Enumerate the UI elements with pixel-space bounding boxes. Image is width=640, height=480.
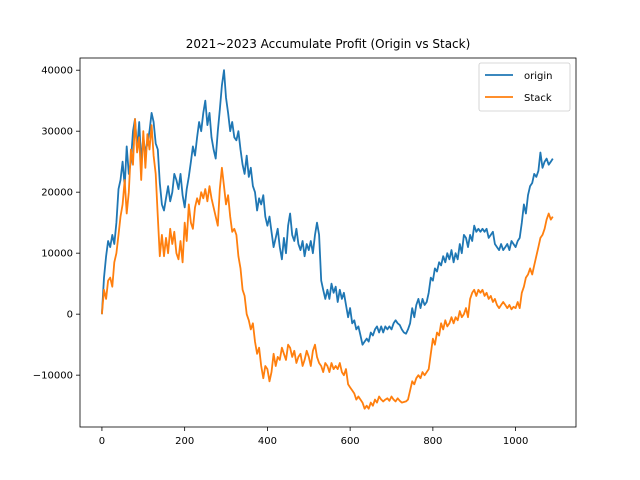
legend-label-origin: origin	[524, 71, 552, 82]
x-tick-label: 600	[341, 436, 360, 447]
y-tick-label: 30000	[41, 127, 73, 138]
y-axis: −10000 0 10000 20000 30000 40000	[33, 66, 80, 382]
x-tick-label: 200	[175, 436, 194, 447]
x-tick-label: 0	[99, 436, 105, 447]
series-line-stack	[101, 118, 554, 410]
chart-title: 2021~2023 Accumulate Profit (Origin vs S…	[186, 37, 471, 51]
legend-label-stack: Stack	[524, 93, 552, 104]
plot-area	[101, 69, 554, 410]
x-tick-label: 800	[423, 436, 442, 447]
x-axis: 0 200 400 600 800 1000	[99, 427, 528, 447]
y-tick-label: 20000	[41, 188, 73, 199]
plot-frame	[79, 57, 577, 428]
y-tick-label: 40000	[41, 66, 73, 77]
x-tick-label: 400	[258, 436, 277, 447]
y-tick-label: −10000	[33, 371, 73, 382]
y-tick-label: 0	[67, 310, 73, 321]
y-tick-label: 10000	[41, 249, 73, 260]
x-tick-label: 1000	[503, 436, 528, 447]
series-line-origin	[101, 69, 554, 346]
legend: origin Stack	[478, 62, 571, 112]
